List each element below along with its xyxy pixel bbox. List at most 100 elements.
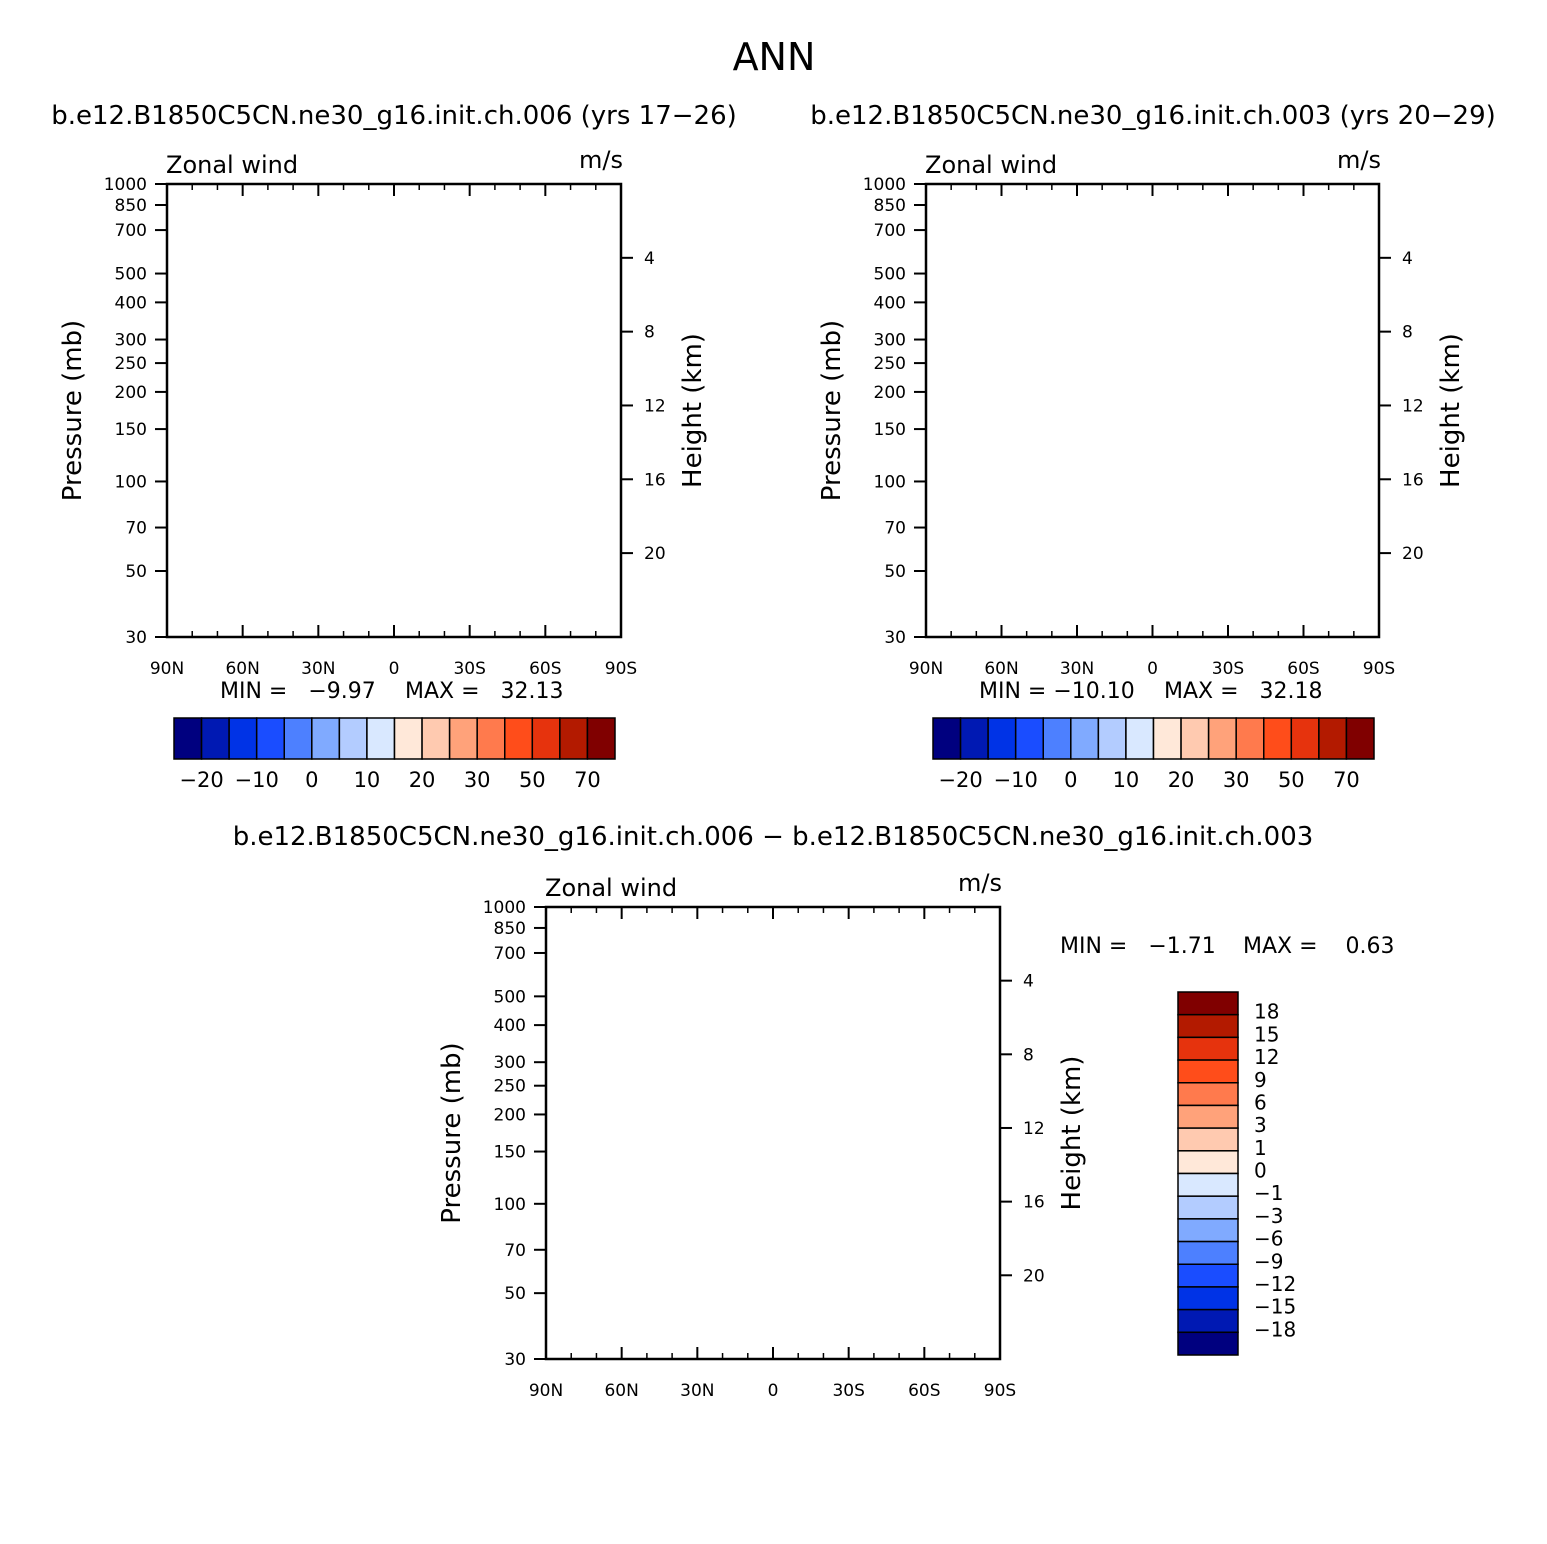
x-tick-label: 60N: [225, 659, 259, 679]
colorbar-box: [1177, 1127, 1239, 1152]
colorbar-box: [1177, 1013, 1239, 1039]
y-tick-label: 70: [504, 1241, 526, 1261]
colorbar-label: −20: [179, 768, 223, 792]
colorbar-box: [1318, 717, 1348, 760]
colorbar-box: [173, 717, 203, 760]
x-tick-label: 30S: [1212, 659, 1244, 679]
colorbar-box: [311, 717, 341, 760]
x-tick-label: 30N: [301, 659, 335, 679]
colorbar-label: 50: [1278, 768, 1305, 792]
colorbar-label: −6: [1254, 1227, 1283, 1251]
height-tick-label: 8: [1402, 323, 1413, 343]
max-label: MAX = 32.18: [1164, 679, 1323, 704]
colorbar-box: [1042, 717, 1072, 760]
colorbar-label: 50: [519, 768, 546, 792]
colorbar-box: [1125, 717, 1155, 760]
colorbar-label: 0: [1254, 1159, 1267, 1183]
colorbar-label: 3: [1254, 1113, 1267, 1137]
height-tick-label: 12: [1402, 396, 1424, 416]
colorbar-box: [959, 717, 989, 760]
colorbar-label: 10: [1113, 768, 1140, 792]
y-tick-label: 30: [884, 628, 906, 648]
subtitle-variable: Zonal wind: [545, 874, 677, 902]
min-label: MIN = −9.97: [220, 679, 376, 704]
y-tick-label: 250: [494, 1077, 526, 1097]
colorbar-label: −10: [235, 768, 279, 792]
min-label: MIN = −10.10: [979, 679, 1135, 704]
y-tick-label: 300: [115, 331, 147, 351]
y-tick-label: 100: [494, 1195, 526, 1215]
colorbar-label: −15: [1254, 1295, 1296, 1319]
y-tick-label: 850: [115, 196, 147, 216]
colorbar-box: [1177, 1331, 1239, 1356]
y-tick-label: 400: [115, 293, 147, 313]
colorbar-box: [1152, 717, 1182, 760]
height-tick-label: 16: [1023, 1193, 1045, 1213]
colorbar-label: 0: [1064, 768, 1077, 792]
colorbar-box: [448, 717, 478, 760]
y-axis-label-right: Height (km): [678, 333, 708, 488]
panel-3-title: b.e12.B1850C5CN.ne30_g16.init.ch.006 − b…: [233, 822, 1314, 852]
colorbar-label: 12: [1254, 1045, 1279, 1069]
colorbar-label: 20: [409, 768, 436, 792]
height-tick-label: 4: [644, 249, 655, 269]
y-tick-label: 30: [125, 628, 147, 648]
height-tick-label: 20: [1023, 1266, 1045, 1286]
colorbar-box: [255, 717, 285, 760]
y-tick-label: 700: [874, 221, 906, 241]
colorbar-box: [1177, 1195, 1239, 1220]
x-tick-label: 30S: [832, 1381, 864, 1401]
max-label: MAX = 32.13: [405, 679, 564, 704]
y-axis-label: Pressure (mb): [437, 1042, 467, 1223]
y-tick-label: 150: [115, 420, 147, 440]
height-tick-label: 4: [1402, 249, 1413, 269]
colorbar-label: 1: [1254, 1136, 1267, 1160]
y-tick-label: 100: [115, 472, 147, 492]
y-tick-label: 30: [504, 1350, 526, 1370]
y-tick-label: 250: [874, 354, 906, 374]
colorbar-box: [1177, 1308, 1239, 1334]
y-tick-label: 50: [884, 562, 906, 582]
colorbar-box: [1180, 717, 1210, 760]
x-tick-label: 60S: [1287, 659, 1319, 679]
height-tick-label: 8: [644, 323, 655, 343]
colorbar-label: 18: [1254, 1000, 1279, 1024]
colorbar-box: [1290, 717, 1320, 760]
colorbar-label: −9: [1254, 1249, 1283, 1273]
colorbar-box: [586, 717, 616, 760]
panel-1-contour-plot: Zonal wind m/s 90N 60N 30N 0 30S 60S 90S 30 50 70 10…: [58, 146, 708, 792]
y-tick-label: 50: [504, 1284, 526, 1304]
height-tick-label: 16: [644, 470, 666, 490]
y-tick-label: 300: [494, 1053, 526, 1073]
y-tick-label: 400: [874, 293, 906, 313]
x-tick-label: 30N: [680, 1381, 714, 1401]
y-tick-label: 700: [115, 221, 147, 241]
x-tick-label: 60S: [529, 659, 561, 679]
colorbar-box: [559, 717, 589, 760]
colorbar-label: 70: [1333, 768, 1360, 792]
height-tick-label: 20: [644, 544, 666, 564]
y-tick-label: 50: [125, 562, 147, 582]
height-tick-label: 16: [1402, 470, 1424, 490]
plot-frame: [165, 182, 623, 639]
y-tick-label: 1000: [104, 175, 147, 195]
y-tick-label: 500: [494, 987, 526, 1007]
y-tick-label: 500: [115, 265, 147, 285]
x-tick-label: 90S: [1363, 659, 1395, 679]
y-axis-label: Pressure (mb): [58, 320, 88, 501]
colorbar-box: [338, 717, 368, 760]
colorbar-box: [1177, 1059, 1239, 1084]
colorbar-label: 6: [1254, 1090, 1267, 1114]
x-tick-label: 90N: [150, 659, 184, 679]
colorbar-label: 0: [305, 768, 318, 792]
height-tick-label: 12: [644, 396, 666, 416]
y-tick-label: 400: [494, 1016, 526, 1036]
colorbar-box: [1263, 717, 1293, 760]
colorbar-label: 30: [1223, 768, 1250, 792]
subtitle-variable: Zonal wind: [925, 151, 1057, 179]
y-axis-label-right: Height (km): [1057, 1056, 1087, 1211]
colorbar-label: 9: [1254, 1068, 1267, 1092]
colorbar-label: −20: [938, 768, 982, 792]
colorbar-box: [1177, 1263, 1239, 1288]
